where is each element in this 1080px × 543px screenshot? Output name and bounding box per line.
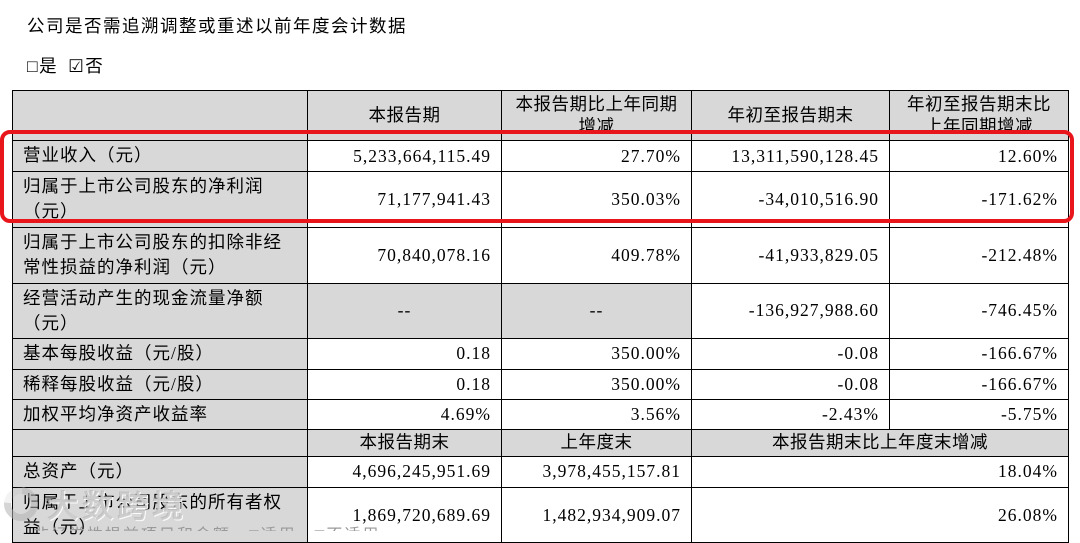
- checkbox-no-label: 否: [85, 56, 105, 76]
- key-accounting-data-table: 本报告期 本报告期比上年同期增减 年初至报告期末 年初至报告期末比上年同期增减 …: [12, 90, 1069, 543]
- value-cell: 3.56%: [501, 398, 692, 431]
- value-cell: -212.48%: [889, 226, 1069, 284]
- value-cell-na: --: [307, 282, 502, 340]
- row-label-cell: 基本每股收益（元/股）: [12, 338, 308, 370]
- header-current-period: 本报告期: [307, 90, 502, 141]
- subheader-prior-year-end: 上年度末: [501, 429, 692, 458]
- row-label-cell: 归属于上市公司股东的净利润（元）: [12, 171, 308, 228]
- table-row-basic-eps: 基本每股收益（元/股） 0.18 350.00% -0.08 -166.67%: [12, 338, 1069, 370]
- value-cell: 1,482,934,909.07: [501, 486, 692, 543]
- value-cell: -34,010,516.90: [691, 171, 890, 228]
- header-yoy-change: 本报告期比上年同期增减: [501, 90, 692, 141]
- value-cell: 350.00%: [501, 368, 692, 401]
- header-ytd-yoy-change: 年初至报告期末比上年同期增减: [889, 90, 1069, 141]
- value-cell: 12.60%: [889, 140, 1069, 172]
- row-label-cell: 稀释每股收益（元/股）: [12, 368, 308, 401]
- table-row-net-profit: 归属于上市公司股东的净利润（元） 71,177,941.43 350.03% -…: [12, 171, 1069, 228]
- value-cell-na: --: [501, 282, 692, 340]
- value-cell: 4,696,245,951.69: [307, 456, 502, 488]
- value-cell: -5.75%: [889, 398, 1069, 431]
- value-cell: 71,177,941.43: [307, 171, 502, 228]
- subheader-period-end: 本报告期末: [307, 429, 502, 458]
- value-cell: 70,840,078.16: [307, 226, 502, 284]
- value-cell: -0.08: [691, 338, 890, 370]
- table-row-operating-cash-flow: 经营活动产生的现金流量净额（元） -- -- -136,927,988.60 -…: [12, 282, 1069, 340]
- subheader-change-vs-prior-year-end: 本报告期末比上年度末增减: [691, 429, 1069, 458]
- value-cell: -166.67%: [889, 368, 1069, 401]
- value-cell: -2.43%: [691, 398, 890, 431]
- value-cell: 409.78%: [501, 226, 692, 284]
- row-label-cell: 加权平均净资产收益率: [12, 398, 308, 431]
- restatement-question-text: 公司是否需追溯调整或重述以前年度会计数据: [27, 16, 407, 36]
- table-row-total-assets: 总资产（元） 4,696,245,951.69 3,978,455,157.81…: [12, 456, 1069, 488]
- checkbox-yes-icon: □: [27, 56, 40, 76]
- table-row-diluted-eps: 稀释每股收益（元/股） 0.18 350.00% -0.08 -166.67%: [12, 368, 1069, 401]
- header-corner-cell: [12, 90, 308, 141]
- value-cell: 1,869,720,689.69: [307, 486, 502, 543]
- value-cell: 27.70%: [501, 140, 692, 172]
- value-cell: 350.00%: [501, 338, 692, 370]
- value-cell: 26.08%: [691, 486, 1069, 543]
- row-label-cell: 营业收入（元）: [12, 140, 308, 172]
- checkbox-yes-label: 是: [39, 56, 59, 76]
- value-cell: 13,311,590,128.45: [691, 140, 890, 172]
- row-label-cell: 归属于上市公司股东的扣除非经常性损益的净利润（元）: [12, 226, 308, 284]
- table-subheader-row: 本报告期末 上年度末 本报告期末比上年度末增减: [12, 429, 1069, 458]
- value-cell: 3,978,455,157.81: [501, 456, 692, 488]
- value-cell: -746.45%: [889, 282, 1069, 340]
- row-label-cell: 总资产（元）: [12, 456, 308, 488]
- checkbox-no-checked-icon: ☑: [68, 56, 86, 76]
- value-cell: -171.62%: [889, 171, 1069, 228]
- watermark-text: 大数跨境: [47, 489, 187, 524]
- value-cell: -166.67%: [889, 338, 1069, 370]
- value-cell: 4.69%: [307, 398, 502, 431]
- value-cell: -41,933,829.05: [691, 226, 890, 284]
- value-cell: 0.18: [307, 368, 502, 401]
- value-cell: -0.08: [691, 368, 890, 401]
- truncated-bottom-text-line: 非经常性损益项目和金额 □适用 □不适用: [33, 521, 673, 531]
- value-cell: 18.04%: [691, 456, 1069, 488]
- value-cell: 350.03%: [501, 171, 692, 228]
- table-header-row: 本报告期 本报告期比上年同期增减 年初至报告期末 年初至报告期末比上年同期增减: [12, 90, 1069, 141]
- restatement-answer-line: □是 ☑否: [27, 53, 104, 78]
- watermark: 大数跨境: [0, 479, 187, 528]
- subheader-corner-cell: [12, 429, 308, 458]
- table-row-revenue: 营业收入（元） 5,233,664,115.49 27.70% 13,311,5…: [12, 140, 1069, 172]
- table-row-weighted-roe: 加权平均净资产收益率 4.69% 3.56% -2.43% -5.75%: [12, 398, 1069, 431]
- value-cell: 0.18: [307, 338, 502, 370]
- watermark-logo-icon: [0, 479, 45, 528]
- value-cell: -136,927,988.60: [691, 282, 890, 340]
- row-label-cell: 经营活动产生的现金流量净额（元）: [12, 282, 308, 340]
- header-ytd: 年初至报告期末: [691, 90, 890, 141]
- value-cell: 5,233,664,115.49: [307, 140, 502, 172]
- table-row-deducted-net-profit: 归属于上市公司股东的扣除非经常性损益的净利润（元） 70,840,078.16 …: [12, 226, 1069, 284]
